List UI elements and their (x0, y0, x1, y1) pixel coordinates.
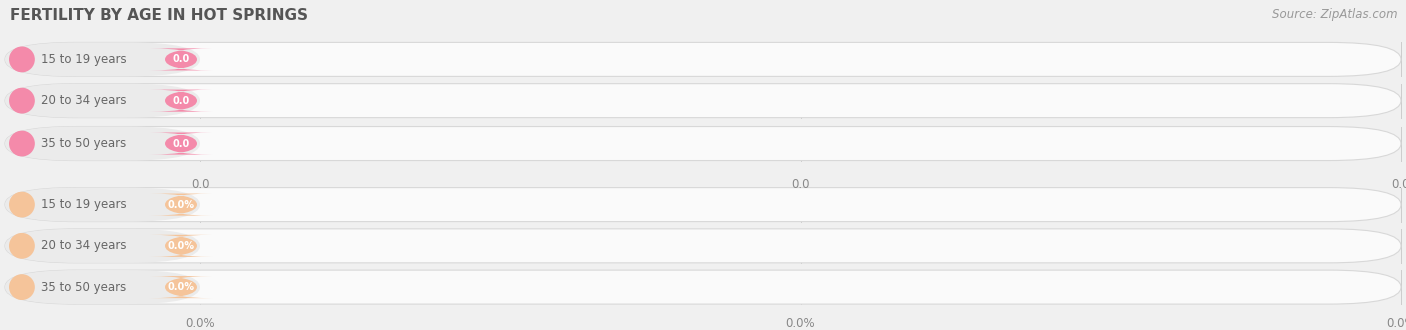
Ellipse shape (8, 131, 35, 156)
Text: 15 to 19 years: 15 to 19 years (41, 198, 127, 211)
FancyBboxPatch shape (6, 42, 200, 77)
FancyBboxPatch shape (6, 126, 1400, 161)
Text: 0.0: 0.0 (173, 54, 190, 64)
FancyBboxPatch shape (150, 235, 212, 257)
Text: 0.0: 0.0 (191, 178, 209, 191)
FancyBboxPatch shape (6, 229, 1400, 263)
FancyBboxPatch shape (6, 42, 1400, 77)
Text: 0.0%: 0.0% (186, 317, 215, 330)
FancyBboxPatch shape (150, 90, 212, 112)
Text: 0.0%: 0.0% (167, 200, 194, 210)
Text: 20 to 34 years: 20 to 34 years (41, 239, 127, 252)
Text: 35 to 50 years: 35 to 50 years (41, 280, 127, 294)
FancyBboxPatch shape (6, 187, 1400, 222)
Ellipse shape (8, 192, 35, 217)
Text: 0.0%: 0.0% (1386, 317, 1406, 330)
Text: 0.0: 0.0 (792, 178, 810, 191)
Text: 15 to 19 years: 15 to 19 years (41, 53, 127, 66)
Text: 0.0%: 0.0% (167, 241, 194, 251)
FancyBboxPatch shape (6, 83, 1400, 118)
Text: 20 to 34 years: 20 to 34 years (41, 94, 127, 107)
Text: 0.0%: 0.0% (786, 317, 815, 330)
FancyBboxPatch shape (6, 270, 200, 304)
Text: 0.0%: 0.0% (167, 282, 194, 292)
Text: Source: ZipAtlas.com: Source: ZipAtlas.com (1272, 8, 1398, 21)
FancyBboxPatch shape (6, 187, 200, 222)
FancyBboxPatch shape (150, 276, 212, 298)
FancyBboxPatch shape (150, 133, 212, 154)
Text: 0.0: 0.0 (173, 96, 190, 106)
Ellipse shape (8, 47, 35, 72)
Ellipse shape (8, 274, 35, 300)
Ellipse shape (8, 233, 35, 259)
Text: 35 to 50 years: 35 to 50 years (41, 137, 127, 150)
Text: 0.0: 0.0 (173, 139, 190, 148)
Text: 0.0: 0.0 (1392, 178, 1406, 191)
Text: FERTILITY BY AGE IN HOT SPRINGS: FERTILITY BY AGE IN HOT SPRINGS (10, 8, 308, 23)
FancyBboxPatch shape (150, 49, 212, 70)
FancyBboxPatch shape (6, 270, 1400, 304)
FancyBboxPatch shape (6, 229, 200, 263)
FancyBboxPatch shape (150, 194, 212, 215)
Ellipse shape (8, 88, 35, 114)
FancyBboxPatch shape (6, 126, 200, 161)
FancyBboxPatch shape (6, 83, 200, 118)
